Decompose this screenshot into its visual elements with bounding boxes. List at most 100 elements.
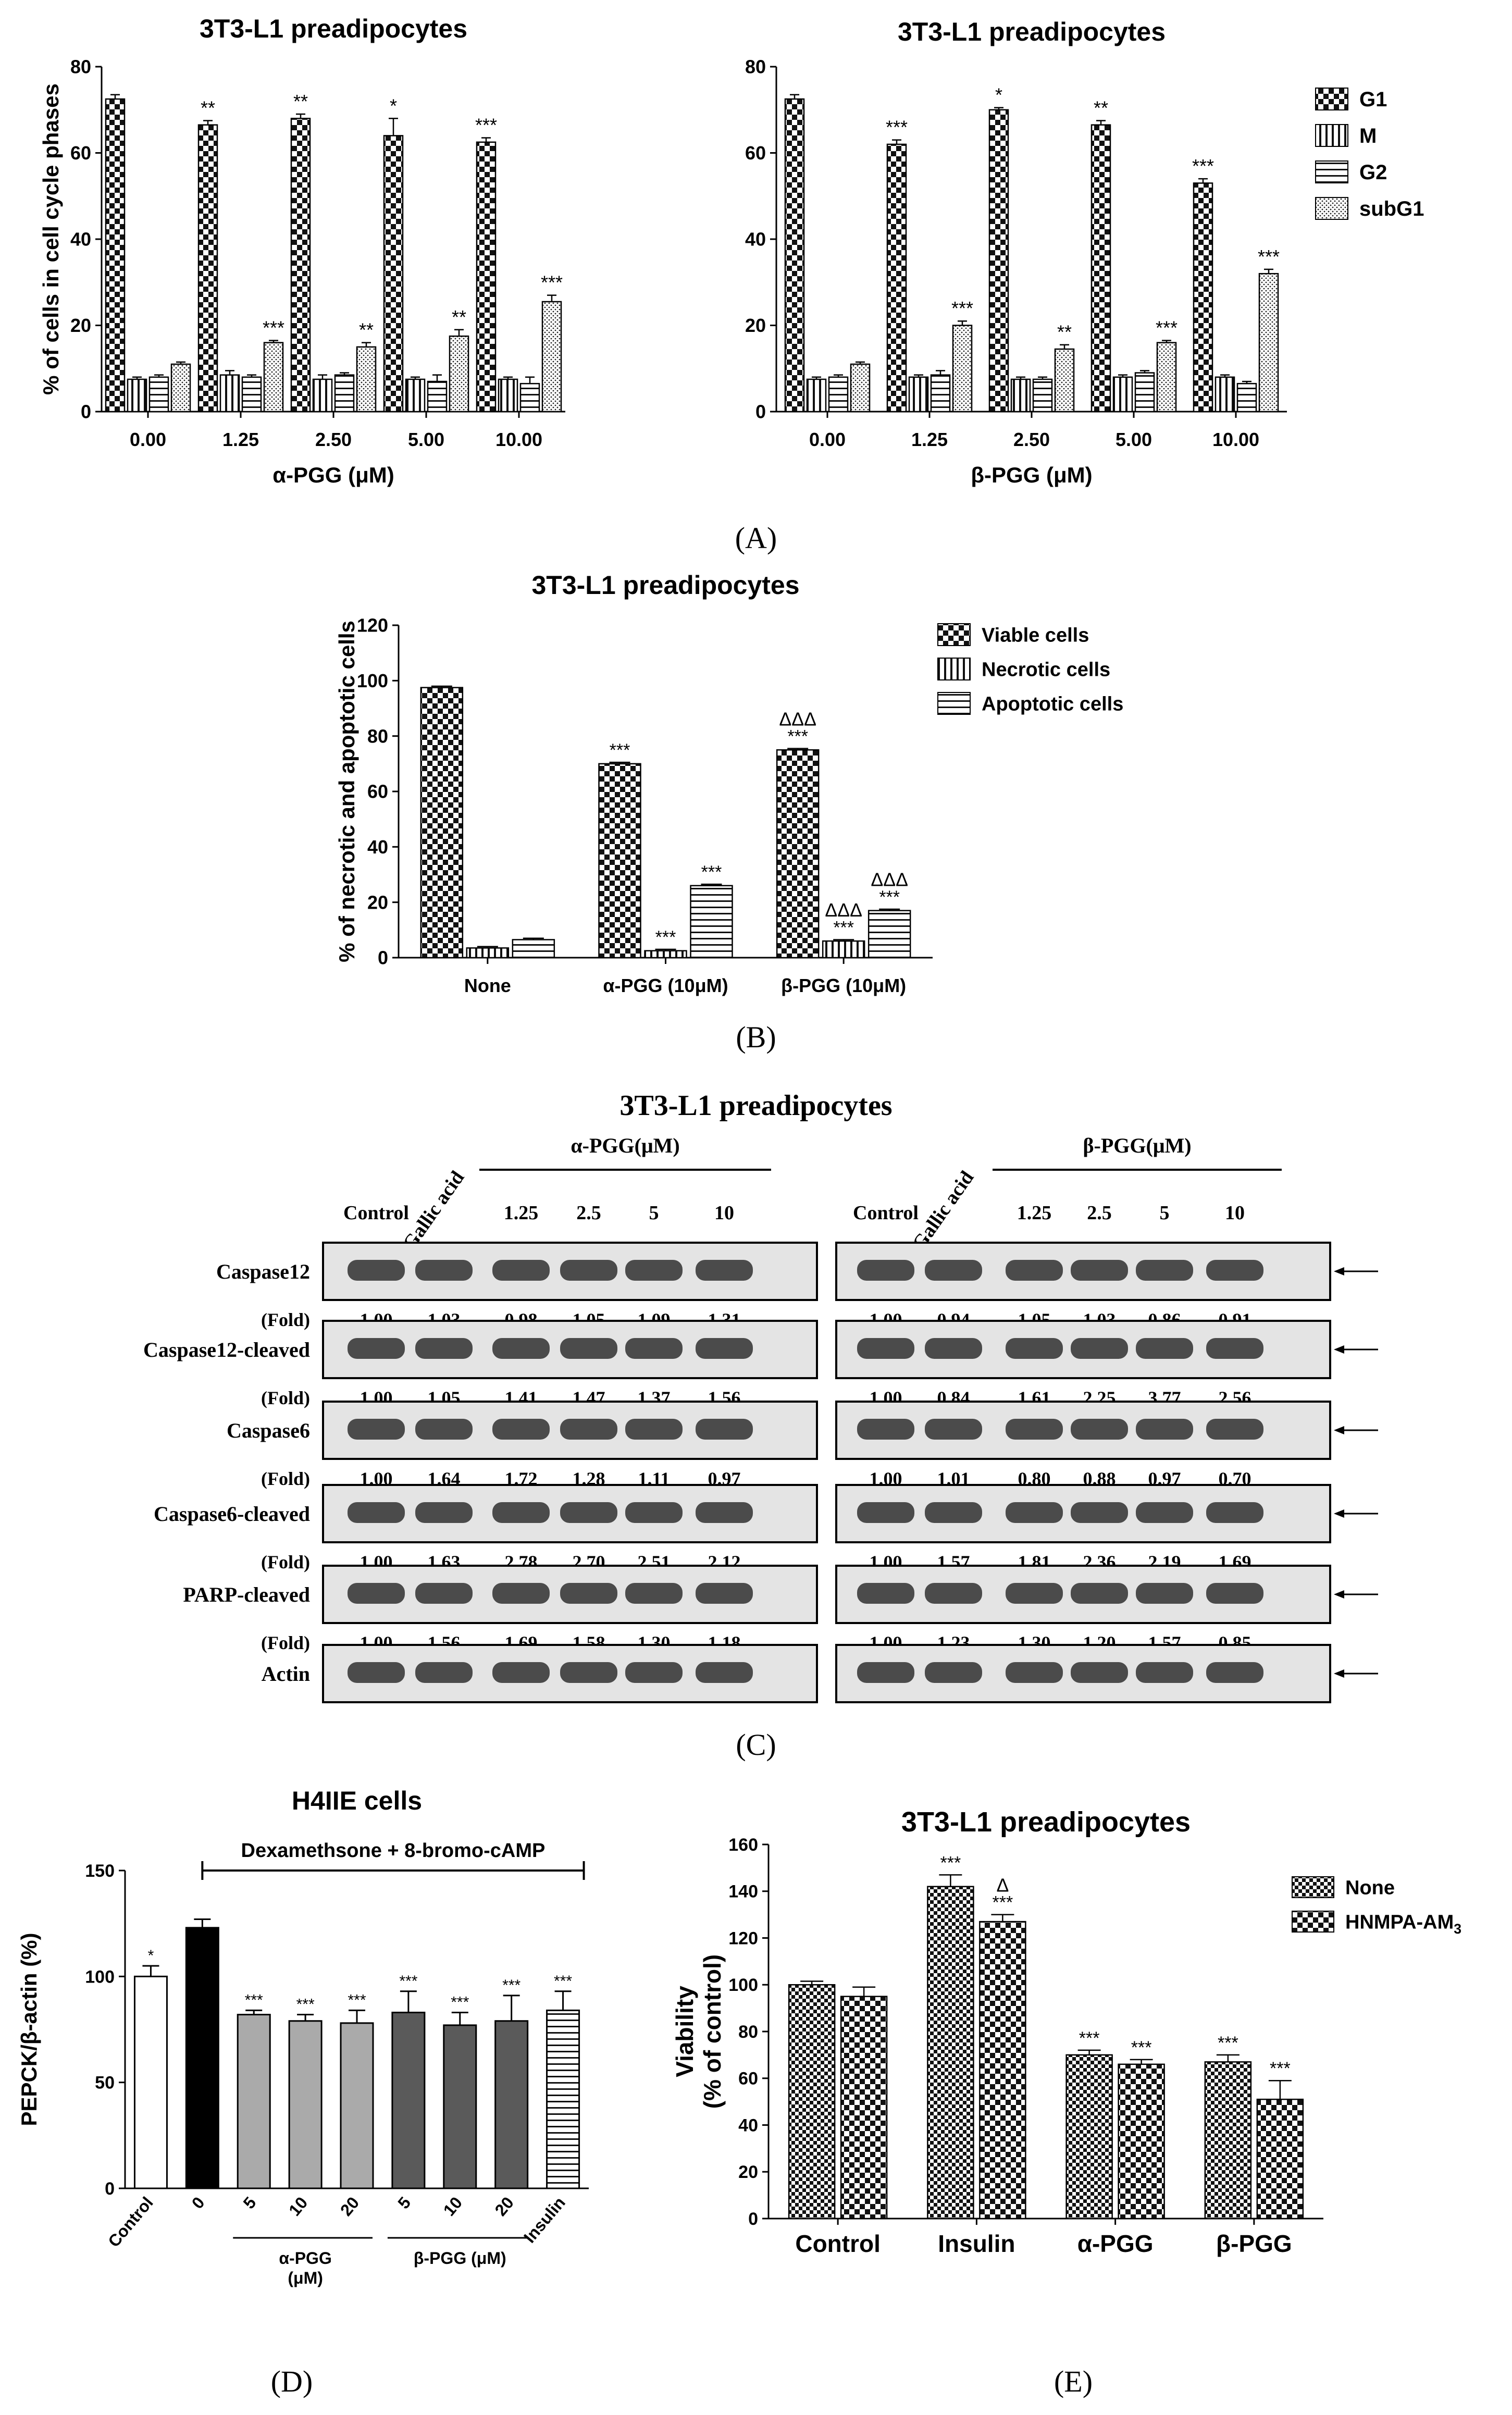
significance-label: * xyxy=(390,95,397,116)
significance-label: * xyxy=(995,84,1002,106)
y-tick-label: 50 xyxy=(95,2073,115,2093)
bar-necrotic-cells xyxy=(466,947,510,959)
y-tick-label: 160 xyxy=(728,1835,758,1855)
significance-label: ** xyxy=(201,97,215,118)
x-tick-label: β-PGG (10μM) xyxy=(781,975,906,996)
panel-label-b: (B) xyxy=(736,1020,776,1054)
bar-m xyxy=(908,376,929,413)
legend-swatch xyxy=(1315,197,1348,220)
blot-band xyxy=(696,1662,753,1683)
chart-title: 3T3-L1 preadipocytes xyxy=(901,1806,1191,1838)
bar-g2 xyxy=(930,374,951,413)
bar-necrotic-cells xyxy=(822,940,865,959)
y-tick-label: 0 xyxy=(748,2209,758,2229)
bar-necrotic-cells xyxy=(644,950,687,959)
significance-label: *** xyxy=(1258,246,1280,267)
blot-band xyxy=(925,1419,982,1440)
legend-label: Apoptotic cells xyxy=(982,693,1123,715)
bar-g1 xyxy=(476,141,497,413)
x-tick-label: 5.00 xyxy=(408,429,444,450)
blot-band xyxy=(1136,1583,1193,1604)
blot-band xyxy=(1071,1502,1128,1523)
bar-g1 xyxy=(383,135,404,413)
blot-band xyxy=(1006,1502,1063,1523)
legend-swatch xyxy=(1315,124,1348,147)
x-tick-label: 2.50 xyxy=(1013,429,1050,450)
lane-label-dose: 2.5 xyxy=(1087,1202,1112,1224)
bar-g1 xyxy=(197,124,218,413)
blot-band xyxy=(348,1583,405,1604)
band-arrow-head xyxy=(1334,1345,1344,1354)
bar-g1 xyxy=(290,118,311,413)
blot-title: 3T3-L1 preadipocytes xyxy=(619,1089,892,1122)
protein-label: Caspase12 xyxy=(216,1260,310,1283)
blot-band xyxy=(925,1260,982,1281)
x-tick-label: Insulin xyxy=(938,2230,1015,2257)
blot-band xyxy=(625,1338,683,1359)
panel-label-e: (E) xyxy=(1054,2364,1093,2398)
y-axis-label-line: % of necrotic and apoptotic cells xyxy=(334,621,359,962)
bar xyxy=(546,2009,580,2189)
y-axis-label: % of necrotic and apoptotic cells xyxy=(334,621,359,962)
bar-g1 xyxy=(886,143,907,413)
significance-label: *** xyxy=(554,1973,572,1990)
chart-title: 3T3-L1 preadipocytes xyxy=(531,571,799,600)
chart-b: 0 20 40 60 80 100 120 None α-PGG (10μM) *** *** ***… xyxy=(334,571,1123,996)
blot-band xyxy=(415,1583,473,1604)
bar-g2 xyxy=(427,380,448,413)
significance-label: *** xyxy=(993,1893,1013,1913)
x-axis-label: β-PGG (μM) xyxy=(971,463,1092,487)
bar-g2 xyxy=(241,376,262,413)
bar-g1 xyxy=(988,109,1009,413)
blot-band xyxy=(857,1419,914,1440)
bar xyxy=(288,2020,323,2189)
blot-band xyxy=(560,1662,617,1683)
y-tick-label: 20 xyxy=(745,315,766,336)
x-tick-label: Control xyxy=(795,2230,881,2257)
blot-band xyxy=(1136,1419,1193,1440)
bar-g1 xyxy=(1090,124,1111,413)
blot-band xyxy=(1206,1583,1263,1604)
bar xyxy=(340,2022,374,2189)
bar-viable-cells xyxy=(776,749,820,959)
blot-band xyxy=(348,1419,405,1440)
dose-group-label: β-PGG(μM) xyxy=(1083,1134,1191,1157)
lane-label-gallic-acid: Gallic acid xyxy=(399,1167,468,1254)
legend-label: HNMPA-AM3 xyxy=(1345,1911,1461,1937)
significance-label: *** xyxy=(879,887,900,907)
x-tick-label: 5 xyxy=(240,2193,260,2212)
y-tick-label: 20 xyxy=(70,315,91,336)
bar-hnmpa-am3 xyxy=(1118,2063,1165,2220)
blot-band xyxy=(1006,1260,1063,1281)
x-tick-label: 10 xyxy=(285,2193,311,2219)
significance-label: *** xyxy=(886,117,908,138)
blot-band xyxy=(696,1419,753,1440)
fold-label: (Fold) xyxy=(261,1632,310,1653)
chart-title: 3T3-L1 preadipocytes xyxy=(898,17,1166,46)
bar-m xyxy=(1214,376,1235,413)
blot-band xyxy=(857,1502,914,1523)
protein-label: Caspase6-cleaved xyxy=(154,1502,310,1526)
blot-band xyxy=(1206,1502,1263,1523)
blot-band xyxy=(1136,1502,1193,1523)
x-tick-label: 1.25 xyxy=(911,429,948,450)
y-tick-label: 40 xyxy=(70,229,91,250)
significance-label: *** xyxy=(610,740,630,760)
bar-viable-cells xyxy=(420,687,464,959)
significance-label: *** xyxy=(1218,2033,1238,2053)
fold-label: (Fold) xyxy=(261,1388,310,1408)
blot-band xyxy=(492,1502,550,1523)
bar-apoptotic-cells xyxy=(690,885,733,959)
blot-band xyxy=(625,1583,683,1604)
legend-swatch xyxy=(1292,1911,1334,1933)
lane-label-dose: 1.25 xyxy=(504,1202,539,1224)
y-tick-label: 120 xyxy=(728,1928,758,1948)
bar-m xyxy=(1112,376,1133,413)
fold-label: (Fold) xyxy=(261,1552,310,1572)
blot-band xyxy=(925,1583,982,1604)
legend-label: subG1 xyxy=(1359,197,1424,220)
significance-label: *** xyxy=(475,115,497,136)
